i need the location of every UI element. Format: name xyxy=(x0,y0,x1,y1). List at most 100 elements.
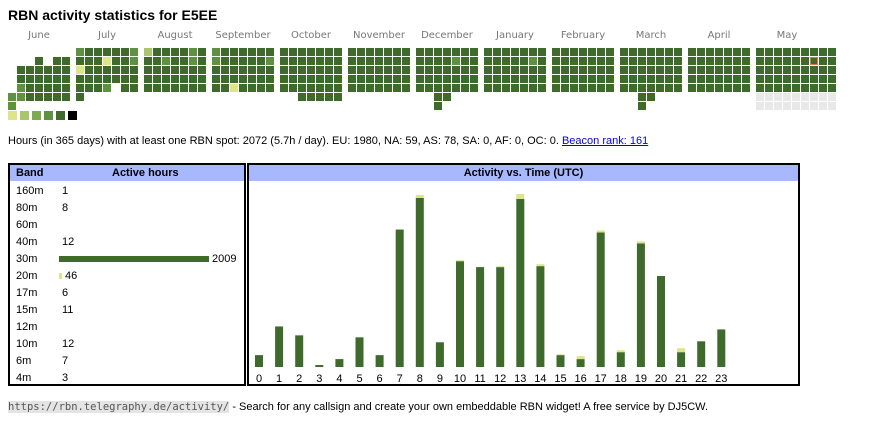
heatmap-day-cell xyxy=(434,66,442,74)
heatmap-day-cell xyxy=(221,75,229,83)
heatmap-day-cell xyxy=(425,84,433,92)
band-row: 30m 2009 xyxy=(10,251,244,267)
heatmap-day-cell xyxy=(561,57,569,65)
heatmap-day-cell xyxy=(35,93,43,101)
heatmap-day-cell xyxy=(828,66,836,74)
band-name: 17m xyxy=(16,287,38,299)
activity-bar-cap xyxy=(496,266,505,268)
heatmap-day-cell xyxy=(298,75,306,83)
band-name: 60m xyxy=(16,219,38,231)
heatmap-day-cell xyxy=(94,75,102,83)
footer-url[interactable]: https://rbn.telegraphy.de/activity/ xyxy=(8,401,230,413)
heatmap-day-cell xyxy=(520,57,528,65)
heatmap-day-cell xyxy=(688,75,696,83)
activity-vs-time-chart: Activity vs. Time (UTC) 0 1 2 3 4 5 6 7 8 9 10 11 12… xyxy=(247,163,800,386)
hour-tick-label: 14 xyxy=(534,373,546,384)
activity-bar xyxy=(415,197,424,367)
band-row: 20m 46 xyxy=(10,268,244,284)
heatmap-day-cell xyxy=(484,48,492,56)
heatmap-day-cell xyxy=(53,84,61,92)
heatmap-day-cell xyxy=(239,75,247,83)
heatmap-day-cell xyxy=(470,57,478,65)
heatmap-day-cell xyxy=(552,57,560,65)
heatmap-day-cell xyxy=(819,48,827,56)
heatmap-day-cell xyxy=(828,102,836,110)
heatmap-day-cell xyxy=(579,57,587,65)
band-row: 12m xyxy=(10,319,244,335)
heatmap-day-cell xyxy=(443,75,451,83)
heatmap-day-cell xyxy=(801,84,809,92)
heatmap-day-cell xyxy=(801,75,809,83)
heatmap-day-cell xyxy=(715,57,723,65)
heatmap-day-cell xyxy=(289,75,297,83)
heatmap-day-cell xyxy=(742,84,750,92)
heatmap-day-cell xyxy=(629,84,637,92)
heatmap-day-cell xyxy=(94,48,102,56)
heatmap-day-cell xyxy=(579,66,587,74)
activity-bars-svg: 0 1 2 3 4 5 6 7 8 9 10 11 12 13 14 15 16 17 18 19 20 21 22 23 xyxy=(255,193,727,384)
heatmap-day-cell xyxy=(538,75,546,83)
heatmap-day-cell xyxy=(76,57,84,65)
heatmap-day-cell xyxy=(402,48,410,56)
heatmap-day-cell xyxy=(144,84,152,92)
heatmap-day-cell xyxy=(348,48,356,56)
activity-bar xyxy=(435,342,444,367)
heatmap-day-cell xyxy=(647,57,655,65)
heatmap-day-cell xyxy=(171,75,179,83)
heatmap-day-cell xyxy=(121,57,129,65)
heatmap-day-cell xyxy=(248,57,256,65)
heatmap-day-cell xyxy=(774,66,782,74)
heatmap-day-cell xyxy=(8,102,16,110)
activity-bar-cap xyxy=(677,348,686,353)
beacon-rank-link[interactable]: Beacon rank: 161 xyxy=(561,135,649,147)
heatmap-day-cell xyxy=(239,84,247,92)
heatmap-day-cell xyxy=(443,57,451,65)
heatmap-day-cell xyxy=(144,66,152,74)
heatmap-day-cell xyxy=(384,84,392,92)
heatmap-day-cell xyxy=(17,84,25,92)
activity-bar xyxy=(355,337,364,367)
heatmap-day-cell xyxy=(756,84,764,92)
band-hours-value: 6 xyxy=(62,287,69,299)
heatmap-day-cell xyxy=(452,48,460,56)
heatmap-day-cell xyxy=(538,66,546,74)
heatmap-day-cell xyxy=(62,93,70,101)
heatmap-day-cell xyxy=(348,84,356,92)
heatmap-day-cell xyxy=(674,48,682,56)
heatmap-day-cell xyxy=(416,57,424,65)
month-label: January xyxy=(495,30,534,41)
heatmap-day-cell xyxy=(180,84,188,92)
heatmap-day-cell xyxy=(366,75,374,83)
heatmap-day-cell xyxy=(724,66,732,74)
heatmap-day-cell xyxy=(801,57,809,65)
heatmap-day-cell xyxy=(706,84,714,92)
heatmap-day-cell xyxy=(221,84,229,92)
heatmap-day-cell xyxy=(348,75,356,83)
heatmap-day-cell xyxy=(180,75,188,83)
heatmap-day-cell xyxy=(561,48,569,56)
hour-tick-label: 17 xyxy=(595,373,607,384)
hour-tick-label: 21 xyxy=(675,373,687,384)
heatmap-day-cell xyxy=(620,84,628,92)
heatmap-day-cell xyxy=(638,102,646,110)
heatmap-day-cell xyxy=(629,66,637,74)
heatmap-day-cell xyxy=(828,57,836,65)
heatmap-day-cell xyxy=(828,48,836,56)
heatmap-day-cell xyxy=(688,66,696,74)
band-hours-value: 11 xyxy=(62,304,74,316)
heatmap-day-cell xyxy=(366,48,374,56)
heatmap-day-cell xyxy=(801,102,809,110)
heatmap-day-cell xyxy=(715,66,723,74)
heatmap-day-cell xyxy=(248,66,256,74)
band-hours-bar xyxy=(59,256,209,262)
heatmap-day-cell xyxy=(334,75,342,83)
hour-tick-label: 10 xyxy=(454,373,466,384)
heatmap-day-cell xyxy=(638,57,646,65)
heatmap-day-cell xyxy=(638,84,646,92)
heatmap-day-cell xyxy=(819,57,827,65)
heatmap-day-cell xyxy=(688,48,696,56)
month-label: August xyxy=(158,30,193,41)
heatmap-day-cell xyxy=(316,84,324,92)
activity-bar xyxy=(536,266,545,367)
band-name: 80m xyxy=(16,202,38,214)
